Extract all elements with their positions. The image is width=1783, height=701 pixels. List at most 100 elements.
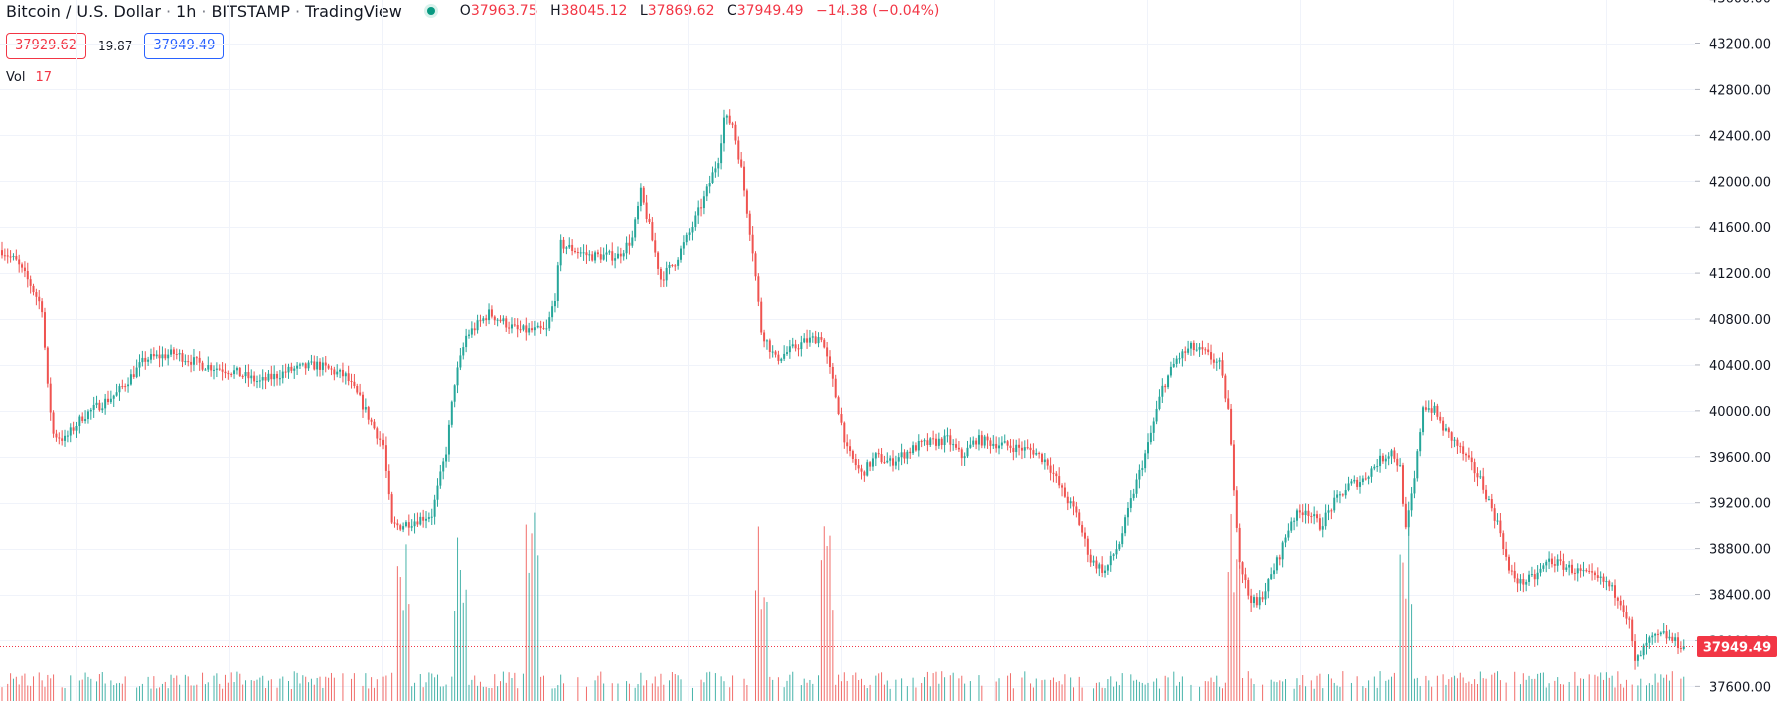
candlestick [1505,541,1508,561]
volume-bar [563,683,565,701]
candle-body [1232,444,1235,491]
candlestick [791,337,794,349]
candle-body [794,344,797,349]
candlestick [167,349,170,366]
candlestick [1579,564,1582,578]
candle-body [1035,453,1038,455]
volume-bar [328,677,330,701]
candle-body [1576,568,1579,574]
candlestick [215,362,218,378]
volume-bar [196,684,198,701]
candle-body [1622,605,1625,612]
candle-body [1416,451,1419,479]
volume-bar [823,526,825,701]
candlestick [1238,523,1241,569]
candle-body [413,521,416,527]
volume-bars [1,512,1685,701]
volume-bar [915,687,917,701]
candlestick [923,438,926,446]
candlestick [1293,517,1296,531]
candle-body [64,435,67,441]
volume-bar [30,685,32,701]
volume-bar [1032,687,1034,701]
candlestick [1112,553,1115,561]
interval-label[interactable]: 1h [176,1,197,21]
volume-bar [783,687,785,701]
candle-body [1330,510,1333,512]
volume-bar [961,675,963,701]
candle-body [1625,611,1628,619]
candle-body [1144,453,1147,469]
candle-body [12,256,15,258]
candle-body [233,370,236,375]
candle-body [221,369,224,372]
volume-bar [193,685,195,701]
candlestick [1261,591,1264,603]
candlestick [863,470,866,482]
candle-body [1465,453,1468,456]
volume-bar [24,673,26,701]
volume-bar [494,674,496,701]
candlestick [158,345,161,368]
candlestick [307,360,310,371]
volume-legend[interactable]: Vol 17 [6,70,52,85]
candlestick [1124,514,1127,537]
candle-body [107,398,110,403]
candlestick [1092,555,1095,567]
candle-body [596,252,599,255]
candlestick [204,367,207,371]
volume-bar [139,686,141,701]
volume-bar [474,675,476,701]
candlestick [247,364,250,387]
candle-body [23,267,26,272]
candlestick [195,356,198,365]
candlestick [1230,403,1233,446]
candle-body [591,254,594,261]
candle-body [611,251,614,261]
candle-body [685,234,688,243]
candlestick [705,183,708,202]
candlestick [1571,559,1574,575]
volume-bar [517,688,519,701]
candlestick [430,508,433,526]
candlestick [41,298,44,318]
candle-body [1467,455,1470,458]
candle-body [671,264,674,266]
volume-bar [179,684,181,701]
symbol-name[interactable]: Bitcoin / U.S. Dollar [6,1,161,21]
volume-bar [84,672,86,701]
candle-body [402,526,405,530]
volume-bar [703,682,705,701]
volume-bar [634,687,636,701]
candle-body [556,265,559,301]
candlestick [1020,441,1023,460]
candlestick [476,314,479,334]
candle-body [817,337,820,344]
candlestick [1576,563,1579,582]
sell-price-button[interactable]: 37929.62 [6,33,87,59]
volume-bar [714,673,716,701]
candle-body [1410,493,1413,511]
candlestick [1677,632,1680,655]
volume-bar [471,679,473,701]
candlestick [149,348,152,364]
candlestick [1490,493,1493,512]
candle-body [1525,581,1528,585]
buy-price-button[interactable]: 37949.49 [144,33,225,59]
market-status-icon[interactable] [423,4,438,18]
volume-bar [1519,684,1521,701]
candle-body [1287,530,1290,538]
volume-bar [838,674,840,701]
candle-body [81,416,84,421]
volume-bar [245,680,247,701]
volume-bar [12,678,14,701]
candlestick [1470,451,1473,471]
candle-body [84,419,87,421]
candlestick [336,364,339,378]
candlestick [1591,563,1594,581]
volume-bar [227,682,229,701]
candle-body [132,374,135,378]
candle-body [1012,447,1015,453]
candlestick [920,439,923,448]
